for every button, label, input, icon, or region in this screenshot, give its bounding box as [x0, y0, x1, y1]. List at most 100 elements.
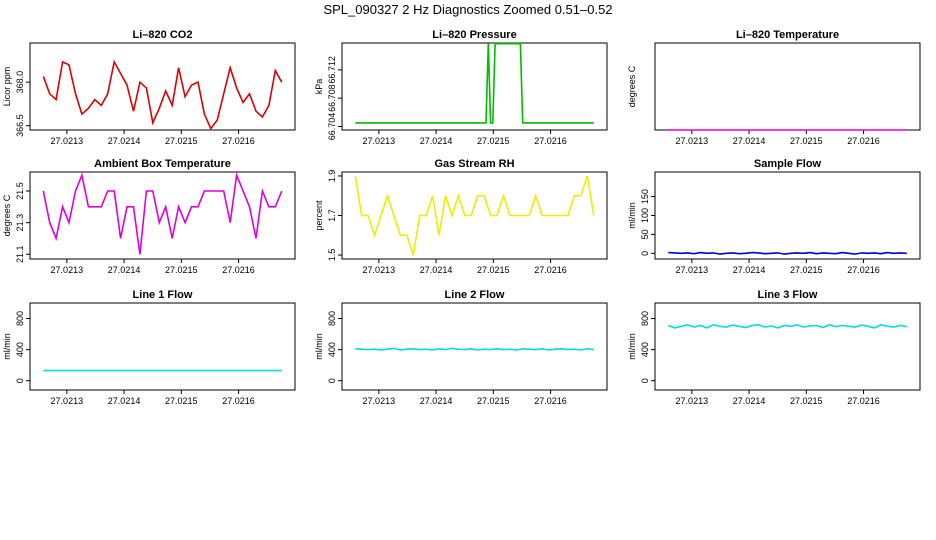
panel-li-820-co2: Li–820 CO2 27.0213 27.0214 27.0215 27.0216 36…: [2, 29, 296, 146]
panel-sample-flow-ylabel: ml/min: [627, 202, 637, 229]
x-tick-label: 27.0214: [420, 265, 453, 275]
panel-line-3-flow-frame: [654, 302, 921, 391]
x-tick-label: 27.0215: [790, 396, 823, 406]
panel-li-820-temperature-ylabel: degrees C: [627, 65, 637, 107]
x-tick-label: 27.0213: [51, 265, 84, 275]
y-tick-label: 150: [640, 189, 650, 204]
y-tick-label: 0: [640, 378, 650, 383]
panel-sample-flow-frame: [654, 171, 921, 260]
y-tick-label: 21.3: [15, 214, 25, 232]
x-tick-label: 27.0213: [676, 396, 709, 406]
x-tick-label: 27.0214: [108, 136, 141, 146]
panel-line-2-flow-series-line: [355, 347, 594, 351]
panel-li-820-pressure: Li–820 Pressure 27.0213 27.0214 27.0215 27.0…: [314, 29, 608, 146]
y-tick-label: 21.5: [15, 182, 25, 200]
panel-ambient-box-temperature-frame: [29, 171, 296, 260]
x-tick-label: 27.0214: [733, 265, 766, 275]
x-tick-label: 27.0213: [363, 136, 396, 146]
panel-li-820-pressure-series-line: [355, 42, 594, 124]
x-tick-label: 27.0215: [165, 396, 198, 406]
x-tick-label: 27.0216: [534, 265, 567, 275]
panel-sample-flow-series-line: [668, 251, 907, 255]
x-tick-label: 27.0214: [108, 396, 141, 406]
panel-li-820-pressure-title: Li–820 Pressure: [432, 29, 516, 41]
panel-line-1-flow-title: Line 1 Flow: [133, 289, 193, 301]
x-tick-label: 27.0213: [676, 136, 709, 146]
y-tick-label: 1.9: [327, 170, 337, 183]
y-tick-label: 0: [640, 251, 650, 256]
x-tick-label: 27.0216: [534, 136, 567, 146]
x-tick-label: 27.0214: [420, 396, 453, 406]
x-tick-label: 27.0213: [676, 265, 709, 275]
panel-li-820-co2-frame: [29, 42, 296, 131]
panel-line-2-flow-frame: [341, 302, 608, 391]
x-tick-label: 27.0215: [165, 136, 198, 146]
y-tick-label: 366.5: [15, 114, 25, 137]
x-tick-label: 27.0215: [477, 136, 510, 146]
panel-line-1-flow-ylabel: ml/min: [2, 333, 12, 360]
x-tick-label: 27.0216: [222, 136, 255, 146]
panel-li-820-co2-title: Li–820 CO2: [133, 29, 193, 41]
x-tick-label: 27.0216: [222, 396, 255, 406]
x-tick-label: 27.0215: [790, 136, 823, 146]
y-tick-label: 0: [15, 378, 25, 383]
x-tick-label: 27.0213: [51, 136, 84, 146]
panel-line-2-flow: Line 2 Flow 27.0213 27.0214 27.0215 27.0216 0…: [314, 289, 608, 406]
x-tick-label: 27.0216: [534, 396, 567, 406]
panel-li-820-temperature-title: Li–820 Temperature: [736, 29, 839, 41]
y-tick-label: 66.712: [327, 56, 337, 84]
y-tick-label: 1.7: [327, 209, 337, 222]
panel-gas-stream-rh: Gas Stream RH 27.0213 27.0214 27.0215 27.021…: [314, 158, 608, 275]
y-tick-label: 66.708: [327, 84, 337, 112]
y-tick-label: 800: [15, 311, 25, 326]
panel-line-2-flow-title: Line 2 Flow: [445, 289, 505, 301]
y-tick-label: 50: [640, 229, 650, 239]
x-tick-label: 27.0216: [847, 396, 880, 406]
y-tick-label: 800: [327, 311, 337, 326]
panel-gas-stream-rh-title: Gas Stream RH: [434, 158, 514, 170]
panel-line-3-flow-series-line: [668, 323, 907, 329]
y-tick-label: 400: [327, 342, 337, 357]
panel-gas-stream-rh-ylabel: percent: [314, 200, 324, 231]
y-tick-label: 800: [640, 311, 650, 326]
panel-line-3-flow-title: Line 3 Flow: [758, 289, 818, 301]
x-tick-label: 27.0215: [477, 265, 510, 275]
panel-line-3-flow-ylabel: ml/min: [627, 333, 637, 360]
panel-line-1-flow: Line 1 Flow 27.0213 27.0214 27.0215 27.0216 0…: [2, 289, 296, 406]
x-tick-label: 27.0213: [51, 396, 84, 406]
y-tick-label: 400: [640, 342, 650, 357]
x-tick-label: 27.0215: [790, 265, 823, 275]
panel-li-820-pressure-frame: [341, 42, 608, 131]
x-tick-label: 27.0214: [108, 265, 141, 275]
x-tick-label: 27.0216: [847, 265, 880, 275]
y-tick-label: 368.0: [15, 71, 25, 94]
y-tick-label: 21.1: [15, 245, 25, 263]
panel-sample-flow: Sample Flow 27.0213 27.0214 27.0215 27.0216 0…: [627, 158, 921, 275]
panel-ambient-box-temperature-series-line: [42, 172, 283, 255]
panel-li-820-co2-ylabel: Licor ppm: [2, 67, 12, 107]
y-tick-label: 66.704: [327, 113, 337, 141]
x-tick-label: 27.0214: [420, 136, 453, 146]
panel-ambient-box-temperature: Ambient Box Temperature 27.0213 27.0214 27.…: [2, 158, 296, 275]
y-tick-label: 100: [640, 208, 650, 223]
panel-li-820-co2-series-line: [42, 59, 283, 131]
panel-li-820-temperature-frame: [654, 42, 921, 131]
panel-li-820-pressure-ylabel: kPa: [314, 79, 324, 95]
x-tick-label: 27.0216: [222, 265, 255, 275]
x-tick-label: 27.0216: [847, 136, 880, 146]
x-tick-label: 27.0213: [363, 396, 396, 406]
figure-title: SPL_090327 2 Hz Diagnostics Zoomed 0.51–…: [323, 2, 613, 17]
panel-gas-stream-rh-series-line: [354, 175, 595, 256]
x-tick-label: 27.0214: [733, 396, 766, 406]
x-tick-label: 27.0215: [165, 265, 198, 275]
x-tick-label: 27.0214: [733, 136, 766, 146]
y-tick-label: 1.5: [327, 249, 337, 262]
panel-sample-flow-title: Sample Flow: [754, 158, 822, 170]
y-tick-label: 0: [327, 378, 337, 383]
panel-line-2-flow-ylabel: ml/min: [314, 333, 324, 360]
x-tick-label: 27.0215: [477, 396, 510, 406]
panel-line-1-flow-frame: [29, 302, 296, 391]
x-tick-label: 27.0213: [363, 265, 396, 275]
panel-line-3-flow: Line 3 Flow 27.0213 27.0214 27.0215 27.0216 0…: [627, 289, 921, 406]
